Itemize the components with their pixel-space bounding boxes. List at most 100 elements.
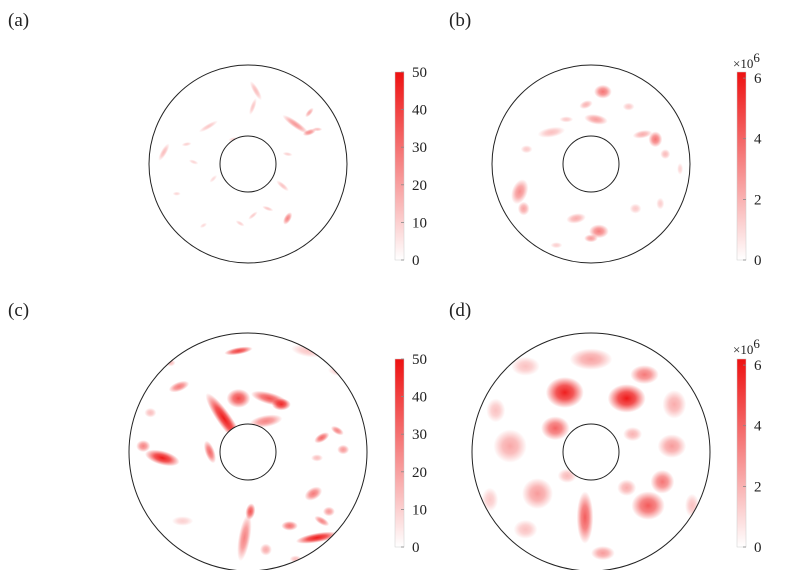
field-blob — [248, 211, 258, 220]
field-blob — [591, 546, 615, 561]
colorbar-tick-label-d: 6 — [754, 358, 762, 374]
colorbar-tick-label-c: 50 — [412, 352, 427, 368]
field-blob — [305, 107, 314, 118]
field-blob — [209, 174, 218, 183]
field-blob — [657, 434, 687, 458]
field-blob — [513, 519, 538, 539]
field-blob — [145, 449, 180, 467]
outer-boundary-b — [491, 64, 691, 264]
field-blob — [136, 440, 151, 453]
colorbar-tick-label-a: 20 — [412, 178, 427, 194]
colorbar-a — [394, 71, 405, 261]
field-blob — [493, 429, 527, 463]
panel-b: 0 2 4 6 — [491, 64, 762, 269]
field-blob — [130, 494, 140, 505]
field-d — [481, 348, 700, 561]
field-blob — [522, 478, 553, 510]
field-blob — [662, 390, 687, 419]
field-blob — [656, 197, 665, 210]
field-blob — [537, 126, 566, 138]
field-blob — [327, 366, 347, 377]
field-blob — [304, 486, 323, 501]
field-blob — [144, 407, 157, 418]
outer-boundary-c — [128, 332, 368, 570]
colorbar-multiplier-d: ×106 — [733, 336, 760, 357]
field-blob — [511, 179, 529, 205]
field-blob — [245, 503, 256, 520]
field-blob — [650, 469, 675, 494]
field-blob — [576, 491, 594, 544]
field-blob — [172, 191, 181, 196]
field-blob — [594, 84, 612, 99]
field-blob — [569, 348, 613, 370]
field-blob — [281, 521, 298, 531]
field-blob — [630, 365, 659, 385]
colorbar-tick-label-d: 4 — [754, 419, 762, 435]
panel-label-a: (a) — [8, 10, 29, 31]
field-blob — [249, 98, 257, 116]
field-blob — [629, 203, 642, 214]
panel-d: 0 2 4 6 — [471, 332, 762, 570]
field-blob — [631, 491, 665, 520]
colorbar-tick-label-a: 30 — [412, 140, 427, 156]
colorbar-b — [736, 71, 747, 261]
colorbar-tick-label-c: 10 — [412, 502, 427, 518]
field-blob — [511, 356, 540, 376]
field-blob — [224, 346, 253, 356]
field-blob — [249, 414, 283, 428]
colorbar-tick-label-b: 4 — [754, 132, 762, 148]
panel-a: 0 10 20 30 40 50 — [148, 64, 427, 269]
field-blob — [314, 432, 330, 444]
field-blob — [632, 130, 653, 139]
panel-label-b: (b) — [449, 10, 471, 31]
colorbar-tick-label-d: 0 — [754, 540, 762, 556]
field-blob — [481, 487, 499, 512]
colorbar-tick-label-c: 40 — [412, 390, 427, 406]
field-blob — [295, 531, 339, 544]
field-blob — [566, 213, 586, 224]
field-blob — [235, 220, 245, 227]
field-c — [130, 344, 350, 563]
field-blob — [302, 128, 316, 136]
field-blob — [486, 398, 506, 423]
field-blob — [165, 359, 176, 367]
colorbar-tick-label-a: 40 — [412, 103, 427, 119]
field-blob — [314, 515, 330, 527]
field-blob — [330, 425, 344, 436]
colorbar-d — [736, 358, 747, 548]
colorbar-tick-label-b: 6 — [754, 71, 762, 87]
field-blob — [584, 234, 598, 243]
field-blob — [181, 142, 192, 147]
field-blob — [584, 114, 608, 125]
colorbar-tick-label-a: 50 — [412, 65, 427, 81]
field-blob — [158, 143, 170, 161]
field-blob — [271, 398, 291, 411]
field-blob — [199, 222, 208, 229]
field-blob — [677, 163, 684, 175]
field-blob — [648, 131, 663, 148]
colorbar-c — [394, 358, 405, 548]
field-blob — [282, 151, 293, 157]
colorbar-tick-label-c: 30 — [412, 427, 427, 443]
field-blob — [607, 384, 646, 413]
field-blob — [249, 81, 262, 101]
field-blob — [259, 543, 272, 556]
field-blob — [517, 201, 530, 216]
field-blob — [276, 180, 289, 192]
outer-boundary-a — [148, 64, 348, 264]
panel-label-d: (d) — [449, 300, 471, 321]
inner-boundary-a — [219, 135, 277, 193]
field-blob — [545, 377, 584, 408]
field-blob — [337, 444, 350, 455]
inner-boundary-c — [219, 423, 277, 481]
field-blob — [311, 454, 323, 462]
inner-boundary-d — [562, 423, 620, 481]
colorbar-tick-label-d: 2 — [754, 479, 762, 495]
colorbar-tick-label-c: 0 — [412, 540, 420, 556]
field-blob — [623, 427, 643, 442]
field-blob — [312, 127, 323, 132]
field-blob — [550, 242, 563, 249]
field-blob — [226, 388, 251, 408]
colorbar-tick-label-c: 20 — [412, 465, 427, 481]
